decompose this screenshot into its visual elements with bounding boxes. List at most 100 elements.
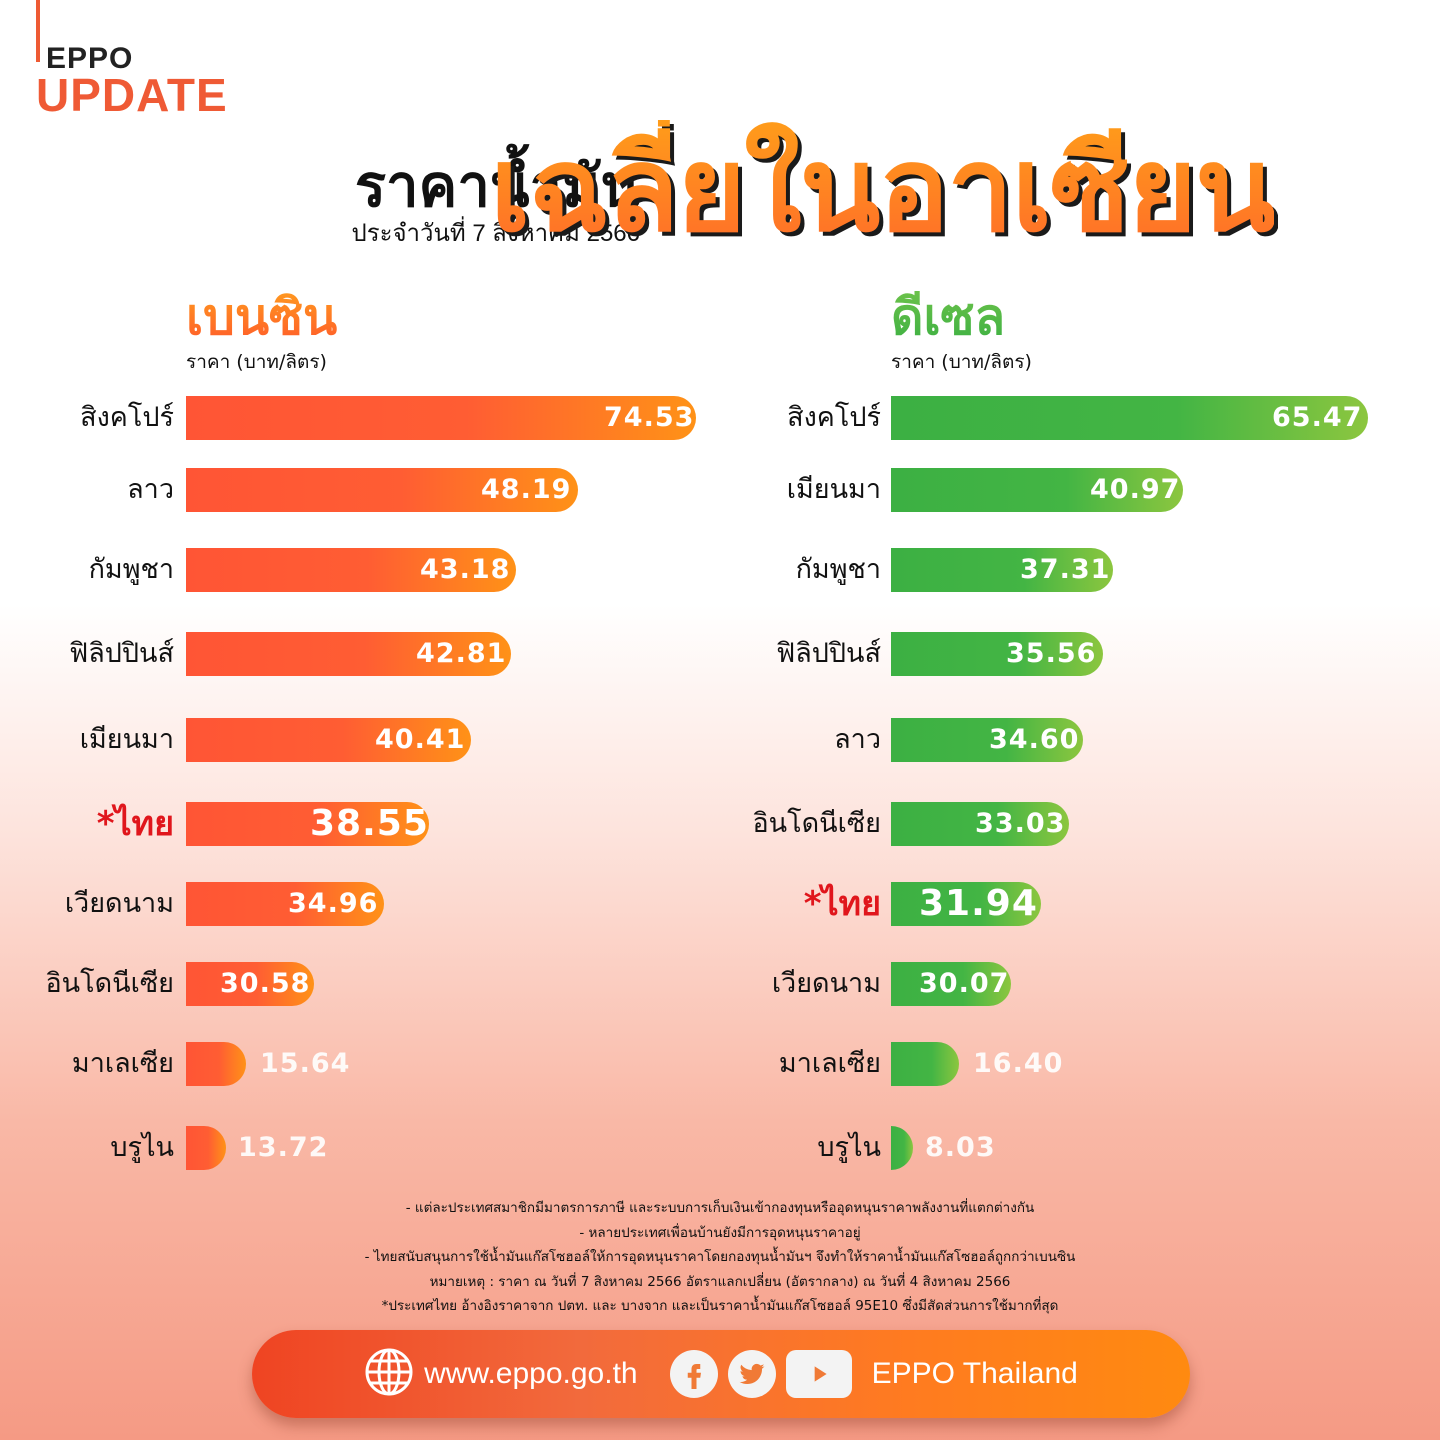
bar xyxy=(891,718,1083,762)
website-link[interactable]: www.eppo.go.th xyxy=(424,1357,638,1390)
diesel-header: ดีเซล ราคา (บาท/ลิตร) xyxy=(891,290,1032,377)
bar-value: 35.56 xyxy=(1006,638,1097,669)
bar-row: ลาว 34.60 xyxy=(705,718,1440,762)
globe-icon xyxy=(364,1347,414,1401)
bar-value: 33.03 xyxy=(975,808,1066,839)
logo-update: UPDATE xyxy=(36,69,228,121)
footer-banner: www.eppo.go.th EPPO Thailand xyxy=(252,1330,1190,1418)
bar-value: 31.94 xyxy=(919,883,1038,924)
diesel-title: ดีเซล xyxy=(891,290,1032,345)
bar xyxy=(891,468,1183,512)
twitter-icon[interactable] xyxy=(727,1350,776,1398)
country-label: มาเลเซีย xyxy=(778,1048,881,1079)
bar-row: กัมพูชา 37.31 xyxy=(705,548,1440,592)
bar-row: เวียดนาม 30.07 xyxy=(705,962,1440,1006)
country-label: เมียนมา xyxy=(786,474,881,505)
bar-row-thailand: *ไทย 38.55 xyxy=(0,802,720,846)
bar-row: บรูไน 8.03 xyxy=(705,1126,1440,1170)
country-label: สิงคโปร์ xyxy=(80,402,174,433)
bar-row: ฟิลิปปินส์ 42.81 xyxy=(0,632,720,676)
bar-row: สิงคโปร์ 65.47 xyxy=(705,396,1440,440)
bar-value: 65.47 xyxy=(1272,402,1363,433)
country-label: อินโดนีเซีย xyxy=(45,968,174,999)
eppo-update-logo: EPPO UPDATE xyxy=(36,0,266,120)
social-handle[interactable]: EPPO Thailand xyxy=(871,1357,1078,1390)
footnotes: - แต่ละประเทศสมาชิกมีมาตรการภาษี และระบบ… xyxy=(0,1196,1440,1319)
bar xyxy=(186,396,696,440)
bar-value: 37.31 xyxy=(1020,554,1111,585)
bar xyxy=(186,882,384,926)
bar-row: มาเลเซีย 15.64 xyxy=(0,1042,720,1086)
country-label: กัมพูชา xyxy=(795,554,881,585)
bar xyxy=(186,1126,226,1170)
page-title: ราคาน้ำมัน ประจำวันที่ 7 สิงหาคม 2566 เฉ… xyxy=(160,120,1300,280)
bar-row-thailand: *ไทย 31.94 xyxy=(705,882,1440,926)
bar-row: ฟิลิปปินส์ 35.56 xyxy=(705,632,1440,676)
country-label: เวียดนาม xyxy=(64,888,174,919)
country-label-thailand: *ไทย xyxy=(96,804,174,844)
note-line: - หลายประเทศเพื่อนบ้านยังมีการอุดหนุนราค… xyxy=(579,1224,861,1241)
bar-row: บรูไน 13.72 xyxy=(0,1126,720,1170)
title-asean-average: เฉลี่ยในอาเซียน xyxy=(490,120,1276,262)
bar-value: 42.81 xyxy=(416,638,507,669)
bar-value: 40.41 xyxy=(375,724,466,755)
country-label: บรูไน xyxy=(110,1132,174,1163)
bar-row: เวียดนาม 34.96 xyxy=(0,882,720,926)
bar-row: อินโดนีเซีย 30.58 xyxy=(0,962,720,1006)
bar-row: สิงคโปร์ 74.53 xyxy=(0,396,720,440)
youtube-icon[interactable] xyxy=(785,1350,852,1398)
bar-row: มาเลเซีย 16.40 xyxy=(705,1042,1440,1086)
country-label: ลาว xyxy=(834,724,881,755)
bar xyxy=(891,632,1103,676)
country-label: มาเลเซีย xyxy=(71,1048,174,1079)
gasoline-header: เบนซิน ราคา (บาท/ลิตร) xyxy=(186,290,337,377)
country-label: สิงคโปร์ xyxy=(787,402,881,433)
bar-row: กัมพูชา 43.18 xyxy=(0,548,720,592)
country-label: เวียดนาม xyxy=(771,968,881,999)
country-label: ฟิลิปปินส์ xyxy=(776,638,881,669)
bar xyxy=(891,1042,959,1086)
bar xyxy=(186,962,314,1006)
bar-row: เมียนมา 40.41 xyxy=(0,718,720,762)
bar xyxy=(891,882,1041,926)
gasoline-unit: ราคา (บาท/ลิตร) xyxy=(186,351,327,373)
country-label: เมียนมา xyxy=(79,724,174,755)
country-label: ลาว xyxy=(127,474,174,505)
bar-value: 8.03 xyxy=(925,1132,996,1163)
bar-value: 13.72 xyxy=(238,1132,329,1163)
bar xyxy=(186,548,516,592)
country-label-thailand: *ไทย xyxy=(803,884,881,924)
bar-value: 40.97 xyxy=(1090,474,1181,505)
bar-row: อินโดนีเซีย 33.03 xyxy=(705,802,1440,846)
bar-value: 74.53 xyxy=(604,402,695,433)
bar xyxy=(186,802,429,846)
bar-row: ลาว 48.19 xyxy=(0,468,720,512)
bar-value: 34.60 xyxy=(989,724,1080,755)
bar-value: 38.55 xyxy=(310,803,429,844)
bar-value: 30.07 xyxy=(919,968,1010,999)
bar-value: 30.58 xyxy=(220,968,311,999)
title-left-block: ราคาน้ำมัน ประจำวันที่ 7 สิงหาคม 2566 xyxy=(351,158,640,249)
diesel-unit: ราคา (บาท/ลิตร) xyxy=(891,351,1032,373)
logo-line xyxy=(36,0,40,62)
bar-value: 15.64 xyxy=(260,1048,351,1079)
title-date: ประจำวันที่ 7 สิงหาคม 2566 xyxy=(351,220,640,247)
bar-value: 43.18 xyxy=(420,554,511,585)
bar xyxy=(891,802,1069,846)
bar xyxy=(186,718,471,762)
country-label: บรูไน xyxy=(817,1132,881,1163)
bar xyxy=(186,632,511,676)
country-label: ฟิลิปปินส์ xyxy=(69,638,174,669)
bar xyxy=(891,962,1011,1006)
bar xyxy=(891,1126,913,1170)
bar xyxy=(186,1042,246,1086)
bar-value: 34.96 xyxy=(288,888,379,919)
note-line: *ประเทศไทย อ้างอิงราคาจาก ปตท. และ บางจา… xyxy=(381,1298,1059,1314)
bar xyxy=(891,548,1113,592)
bar xyxy=(891,396,1368,440)
note-line: - แต่ละประเทศสมาชิกมีมาตรการภาษี และระบบ… xyxy=(405,1200,1035,1216)
country-label: อินโดนีเซีย xyxy=(752,808,881,839)
facebook-icon[interactable] xyxy=(669,1350,718,1398)
gasoline-title: เบนซิน xyxy=(186,289,338,345)
bar-row: เมียนมา 40.97 xyxy=(705,468,1440,512)
